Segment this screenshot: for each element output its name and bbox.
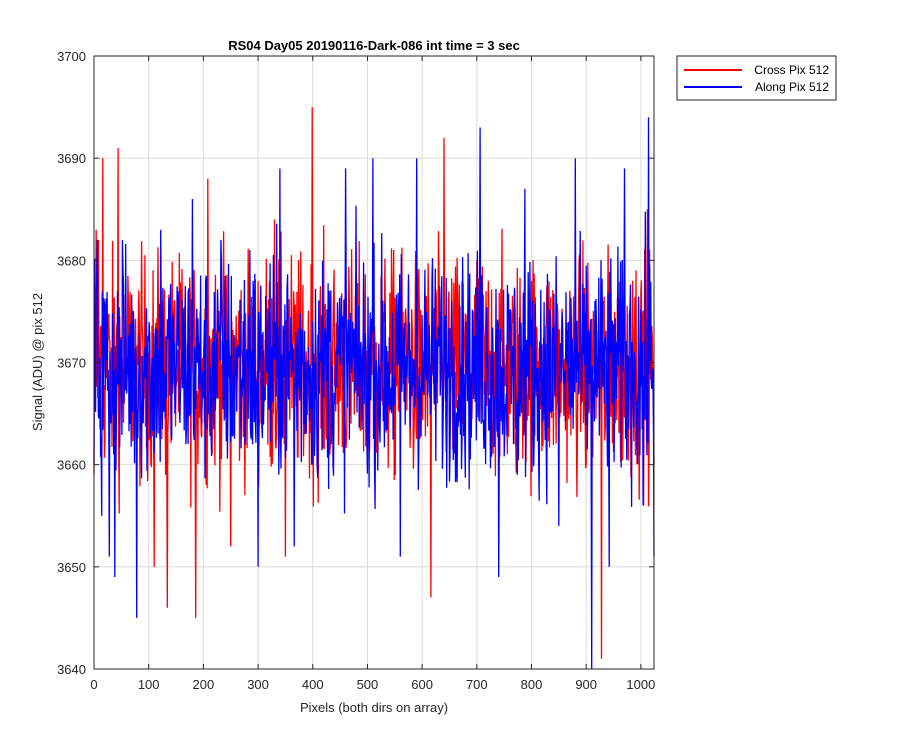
y-tick-label: 3700 (57, 49, 86, 64)
x-tick-label: 1000 (626, 677, 655, 692)
y-tick-label: 3660 (57, 458, 86, 473)
x-tick-label: 900 (575, 677, 597, 692)
legend-label-along: Along Pix 512 (755, 80, 829, 94)
x-tick-label: 100 (138, 677, 160, 692)
x-tick-label: 800 (521, 677, 543, 692)
legend-box (676, 55, 837, 101)
y-tick-label: 3670 (57, 356, 86, 371)
y-tick-label: 3640 (57, 662, 86, 677)
x-tick-label: 600 (411, 677, 433, 692)
series-line (93, 117, 655, 670)
x-tick-label: 500 (357, 677, 379, 692)
chart-title: RS04 Day05 20190116-Dark-086 int time = … (228, 38, 520, 53)
y-axis-label: Signal (ADU) @ pix 512 (30, 293, 45, 431)
series-along-pix (93, 117, 655, 670)
y-tick-label: 3690 (57, 151, 86, 166)
x-axis-label: Pixels (both dirs on array) (300, 700, 448, 715)
y-tick-label: 3650 (57, 560, 86, 575)
legend-label-cross: Cross Pix 512 (754, 63, 829, 77)
y-tick-label: 3680 (57, 253, 86, 268)
y-tick-labels: 3640 3650 3660 3670 3680 3690 3700 (57, 49, 86, 677)
x-tick-label: 0 (90, 677, 97, 692)
x-tick-label: 700 (466, 677, 488, 692)
legend: Cross Pix 512 Along Pix 512 (676, 55, 837, 101)
series-layer (93, 107, 655, 670)
tick-marks (93, 55, 654, 670)
x-tick-label: 200 (193, 677, 215, 692)
x-tick-label: 300 (247, 677, 269, 692)
x-tick-labels: 0 100 200 300 400 500 600 700 800 900 1000 (90, 677, 655, 692)
x-tick-label: 400 (302, 677, 324, 692)
